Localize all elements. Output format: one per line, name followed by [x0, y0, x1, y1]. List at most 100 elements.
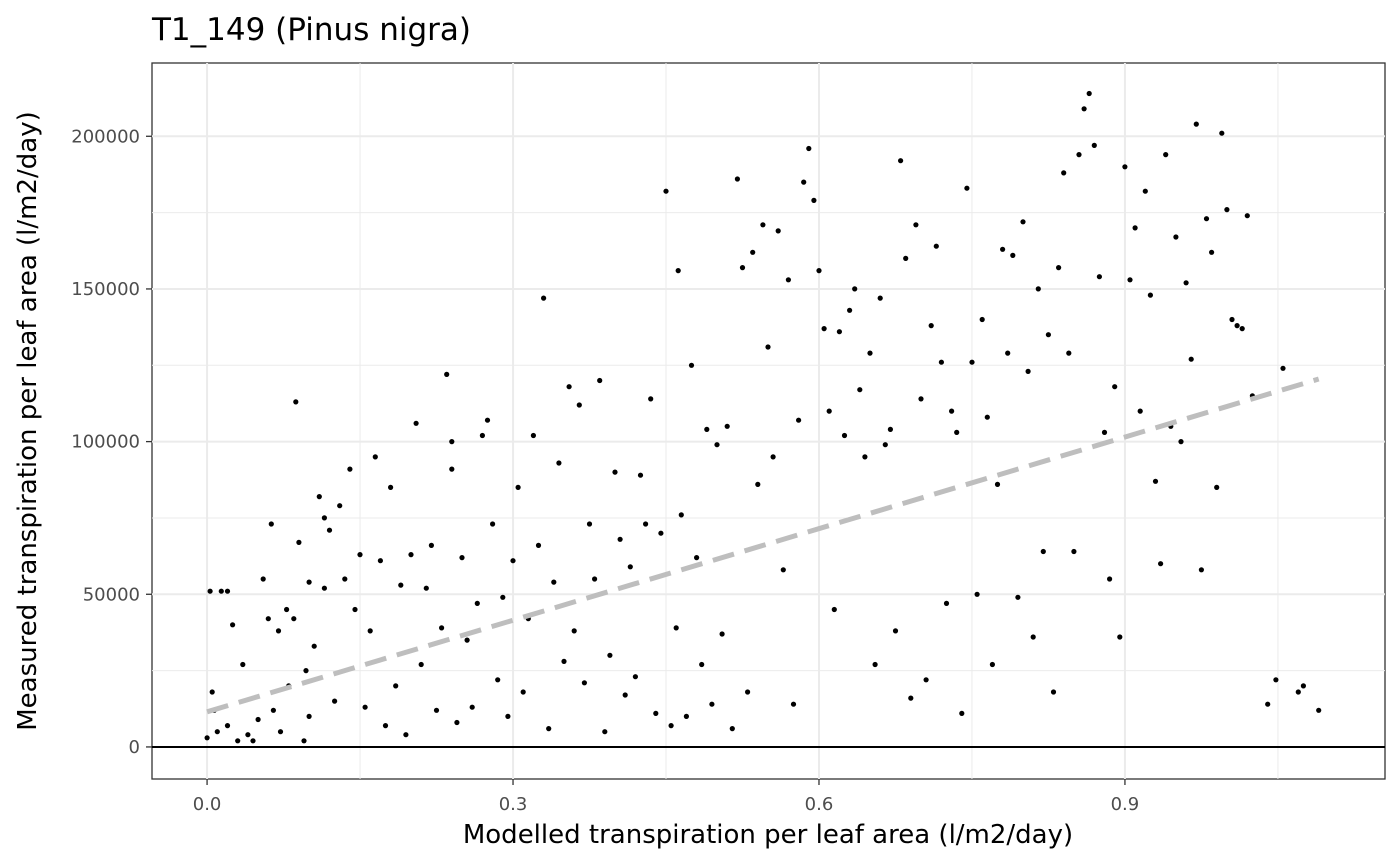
- data-point: [729, 726, 735, 732]
- data-point: [1000, 246, 1006, 252]
- y-tick-label: 150000: [71, 279, 140, 300]
- data-point: [270, 707, 276, 713]
- data-point: [306, 579, 312, 585]
- data-point: [994, 481, 1001, 487]
- data-point: [765, 344, 771, 350]
- data-point: [484, 417, 491, 423]
- data-point: [933, 243, 939, 249]
- data-point: [801, 179, 807, 185]
- y-tick-label: 200000: [71, 126, 140, 147]
- data-point: [277, 729, 284, 735]
- data-point: [836, 329, 843, 335]
- data-point: [1239, 326, 1245, 332]
- data-point: [1117, 634, 1123, 640]
- data-point: [949, 408, 955, 414]
- data-point: [1198, 567, 1204, 573]
- data-point: [612, 469, 618, 475]
- data-point: [1081, 106, 1087, 112]
- data-point: [321, 515, 327, 521]
- data-point: [1010, 252, 1016, 258]
- data-point: [943, 600, 950, 607]
- data-point: [632, 674, 639, 680]
- data-point: [1066, 350, 1072, 356]
- data-point: [704, 426, 710, 432]
- data-point: [918, 396, 924, 402]
- data-point: [224, 588, 231, 594]
- data-point: [362, 704, 368, 710]
- y-axis-title: Measured transpiration per leaf area (l/…: [13, 111, 43, 731]
- data-point: [831, 606, 837, 613]
- data-point: [1193, 121, 1199, 127]
- data-point: [1209, 249, 1215, 255]
- data-point: [734, 176, 741, 182]
- data-point: [903, 255, 909, 261]
- data-point: [923, 677, 929, 683]
- data-point: [1091, 142, 1097, 148]
- data-point: [622, 692, 628, 698]
- data-point: [675, 268, 681, 274]
- data-point: [1229, 316, 1235, 323]
- data-point: [724, 423, 730, 429]
- data-point: [1076, 152, 1082, 158]
- data-point: [969, 359, 975, 365]
- data-point: [1234, 323, 1240, 329]
- data-point: [959, 710, 965, 717]
- data-point: [1265, 701, 1271, 707]
- data-point: [892, 628, 899, 634]
- data-point: [1178, 439, 1184, 445]
- data-point: [296, 539, 302, 546]
- data-point: [428, 542, 434, 549]
- y-tick-label: 50000: [83, 584, 140, 605]
- data-point: [566, 384, 572, 390]
- data-point: [337, 503, 343, 509]
- data-point: [1142, 188, 1148, 194]
- data-point: [1086, 90, 1092, 97]
- data-point: [576, 402, 582, 408]
- data-point: [260, 576, 266, 582]
- data-point: [938, 359, 945, 365]
- plot-panel: [151, 62, 1386, 780]
- data-point: [1040, 548, 1046, 555]
- chart-title: T1_149 (Pinus nigra): [151, 12, 471, 48]
- x-tick-label: 0.3: [499, 794, 528, 815]
- data-point: [709, 701, 715, 707]
- data-point: [1096, 274, 1102, 280]
- data-point: [500, 594, 506, 600]
- data-point: [1035, 286, 1041, 292]
- data-point: [1061, 170, 1067, 176]
- data-point: [418, 661, 424, 668]
- data-point: [1224, 207, 1230, 213]
- scatter-points: [204, 90, 1322, 744]
- data-point: [841, 432, 848, 439]
- data-point: [898, 158, 904, 164]
- data-point: [275, 628, 282, 634]
- data-point: [398, 582, 404, 588]
- data-point: [1295, 689, 1301, 695]
- data-point: [265, 616, 271, 622]
- data-point: [469, 704, 475, 710]
- data-point: [352, 606, 358, 613]
- y-tick-label: 100000: [71, 432, 140, 453]
- data-point: [382, 723, 389, 729]
- data-point: [449, 466, 455, 472]
- data-point: [586, 521, 593, 527]
- data-point: [321, 585, 327, 591]
- data-point: [1137, 408, 1143, 414]
- data-point: [1203, 216, 1210, 222]
- data-point: [388, 484, 394, 490]
- data-point: [683, 713, 690, 720]
- data-point: [495, 677, 501, 683]
- data-point: [268, 521, 274, 527]
- axis-ticks: [146, 135, 1126, 785]
- x-tick-label: 0.0: [193, 794, 222, 815]
- data-point: [954, 429, 960, 435]
- data-point: [745, 689, 751, 695]
- data-point: [1300, 683, 1306, 689]
- data-point: [887, 426, 894, 432]
- data-point: [984, 414, 990, 420]
- trend-line: [206, 376, 1320, 715]
- data-point: [342, 576, 348, 582]
- data-point: [449, 439, 455, 445]
- data-point: [474, 600, 480, 607]
- data-point: [1244, 213, 1250, 219]
